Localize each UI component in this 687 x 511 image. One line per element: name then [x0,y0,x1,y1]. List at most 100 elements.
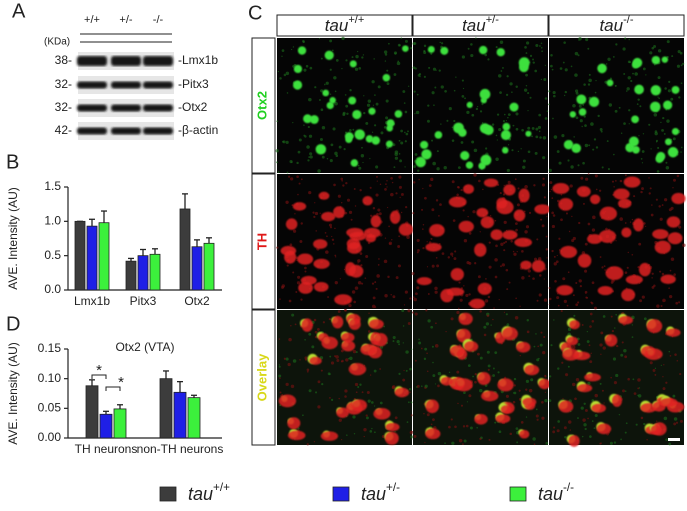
blot-unit: (KDa) [44,37,70,48]
nucleus [664,138,672,146]
speckle [677,50,681,54]
speckle [366,390,370,395]
speckle [550,54,553,57]
speckle [276,120,279,123]
speckle [525,388,528,391]
speckle [414,112,416,115]
speckle [607,57,611,61]
cell-body [300,275,317,285]
speckle [584,124,587,127]
speckle [549,190,551,193]
lane-label: +/- [119,14,132,26]
speckle [438,215,440,217]
speckle [463,285,465,287]
speckle [593,306,597,310]
speckle [584,427,587,431]
speckle [643,422,646,426]
speckle [362,54,365,56]
speckle [407,322,411,325]
y-axis-label: AVE. Intensity (AU) [6,342,20,444]
speckle [373,369,377,373]
speckle [558,161,562,165]
speckle [535,43,539,47]
speckle [478,179,481,183]
speckle [552,90,556,95]
speckle [414,67,417,70]
cell-body [334,294,353,306]
speckle [487,58,490,61]
cell-body [562,348,580,361]
cell-body [477,371,491,386]
speckle [487,295,491,299]
speckle [315,391,318,394]
speckle [508,281,511,284]
speckle [488,438,491,441]
cell-body [514,237,533,247]
speckle [599,128,603,131]
speckle [395,276,399,280]
speckle [516,250,518,253]
speckle [541,416,545,420]
speckle [461,55,466,59]
speckle [281,393,283,396]
sig-star: * [118,374,124,391]
speckle [467,47,470,50]
speckle [614,180,617,182]
speckle [404,110,408,114]
speckle [418,341,422,345]
speckle [453,257,457,261]
speckle [676,360,679,362]
speckle [437,384,440,388]
speckle [281,284,286,288]
speckle [603,402,605,404]
speckle [512,400,516,404]
sig-star: * [96,362,102,379]
speckle [278,374,282,378]
speckle [444,89,447,93]
nucleus [402,45,409,52]
speckle [479,356,483,360]
speckle [623,122,626,125]
speckle [632,72,634,75]
blot-name: -Otx2 [178,100,208,114]
speckle [582,202,585,205]
speckle [656,304,660,308]
speckle [364,277,367,279]
speckle [602,346,606,350]
speckle [600,331,604,335]
genotype-base: tau [188,484,213,504]
speckle [648,123,651,126]
x-tick-label: Otx2 [184,294,210,308]
speckle [613,441,617,444]
cell-body [440,288,454,303]
speckle [476,426,478,429]
speckle [413,42,417,45]
genotype-sup: +/- [386,481,400,494]
speckle [331,238,335,242]
speckle [434,290,438,294]
blot-band [111,81,141,89]
nucleus [631,115,639,124]
speckle [485,277,487,280]
speckle [383,325,386,328]
speckle [451,139,455,142]
speckle [540,331,543,334]
speckle [479,310,482,313]
speckle [503,220,507,224]
speckle [515,127,519,131]
speckle [331,49,334,52]
speckle [518,397,522,401]
speckle [619,217,623,221]
speckle [503,113,506,116]
speckle [654,131,658,136]
speckle [525,84,528,87]
speckle [409,297,412,300]
speckle [458,438,463,443]
speckle [644,225,647,227]
speckle [341,359,344,363]
speckle [370,214,373,217]
speckle [348,129,352,132]
speckle [499,40,504,44]
speckle [337,194,341,198]
